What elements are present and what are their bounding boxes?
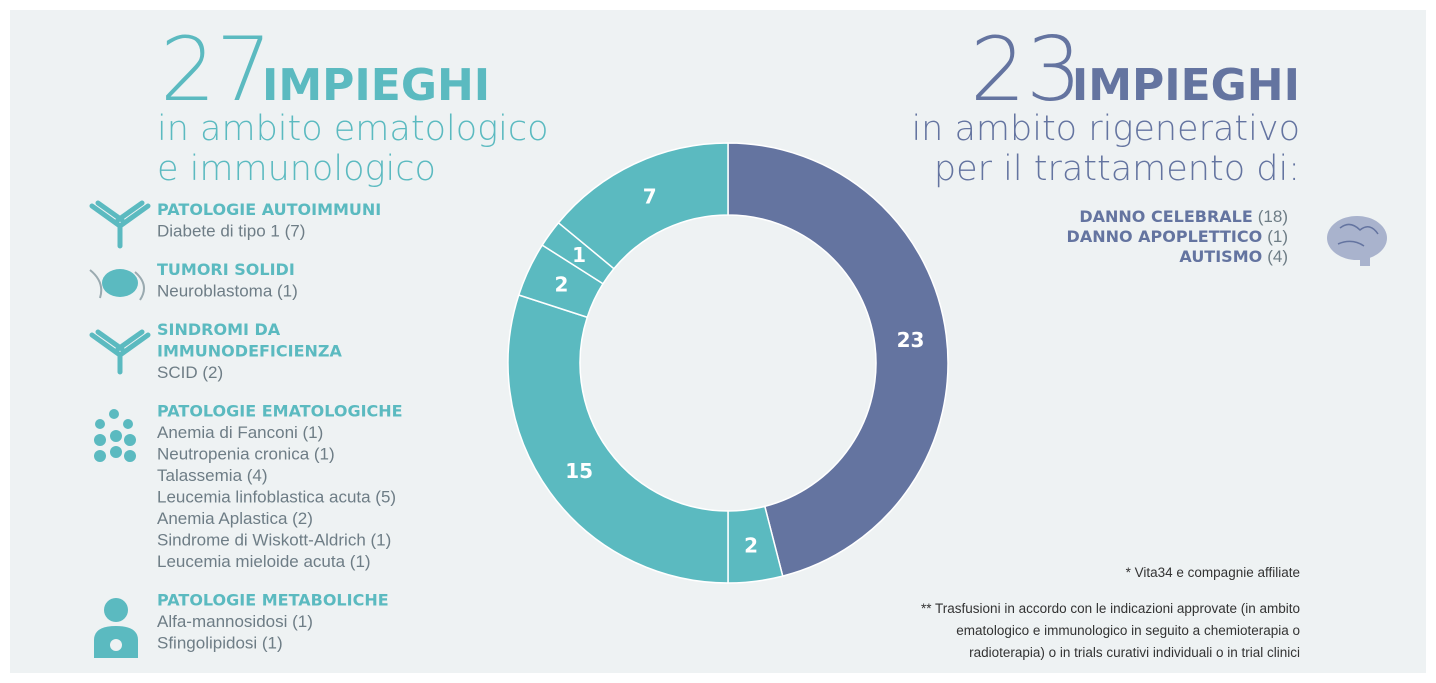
slice-label: 2	[744, 534, 758, 558]
group-item: Anemia di Fanconi (1)	[157, 423, 323, 442]
item-count: (18)	[1258, 207, 1288, 226]
right-count: 23	[970, 18, 1082, 121]
item-count: (1)	[1267, 227, 1288, 246]
footnote: ** Trasfusioni in accordo con le indicaz…	[921, 601, 1300, 616]
group-item: Alfa-mannosidosi (1)	[157, 612, 313, 631]
group-item: Neutropenia cronica (1)	[157, 445, 335, 464]
group-title: PATOLOGIE METABOLICHE	[157, 591, 389, 610]
left-count: 27	[160, 18, 272, 121]
group-item: Leucemia linfoblastica acuta (5)	[157, 488, 396, 507]
group-title: PATOLOGIE AUTOIMMUNI	[157, 200, 381, 219]
slice-label: 23	[897, 328, 925, 352]
group-item: Leucemia mieloide acuta (1)	[157, 552, 371, 571]
group-title: PATOLOGIE EMATOLOGICHE	[157, 402, 403, 421]
group-title: SINDROMI DA	[157, 320, 281, 339]
slice-label: 2	[555, 273, 569, 297]
right-heading: IMPIEGHI	[1072, 60, 1300, 111]
right-subtitle: per il trattamento di:	[934, 149, 1300, 189]
slice-label: 15	[565, 459, 593, 483]
group-item: Anemia Aplastica (2)	[157, 509, 313, 528]
right-item: AUTISMO (4)	[1179, 247, 1288, 266]
item-count: (4)	[1267, 247, 1288, 266]
page: 27 IMPIEGHI in ambito ematologico e immu…	[0, 0, 1436, 683]
group-item: Sfingolipidosi (1)	[157, 634, 283, 653]
slice-label: 1	[572, 243, 586, 267]
footnote: ematologico e immunologico in seguito a …	[956, 623, 1300, 638]
group-item: Sindrome di Wiskott-Aldrich (1)	[157, 531, 391, 550]
group-item: Neuroblastoma (1)	[157, 282, 298, 301]
right-subtitle: in ambito rigenerativo	[911, 109, 1300, 149]
group-item: SCID (2)	[157, 363, 223, 382]
item-label: AUTISMO	[1179, 247, 1262, 266]
left-heading: IMPIEGHI	[262, 60, 490, 111]
group-item: Talassemia (4)	[157, 466, 268, 485]
footnote: radioterapia) o in trials curativi indiv…	[969, 645, 1300, 660]
right-item: DANNO APOPLETTICO(1)	[1067, 227, 1288, 246]
footnote: * Vita34 e compagnie affiliate	[1126, 565, 1300, 580]
left-subtitle: e immunologico	[157, 149, 436, 189]
group-title: TUMORI SOLIDI	[157, 260, 295, 279]
item-label: DANNO CELEBRALE	[1079, 207, 1252, 226]
item-label: DANNO APOPLETTICO	[1067, 227, 1263, 246]
infographic: 27 IMPIEGHI in ambito ematologico e immu…	[0, 0, 1436, 683]
slice-label: 7	[643, 185, 657, 209]
left-subtitle: in ambito ematologico	[157, 109, 549, 149]
group-item: Diabete di tipo 1 (7)	[157, 222, 305, 241]
group-title: IMMUNODEFICIENZA	[157, 342, 342, 361]
